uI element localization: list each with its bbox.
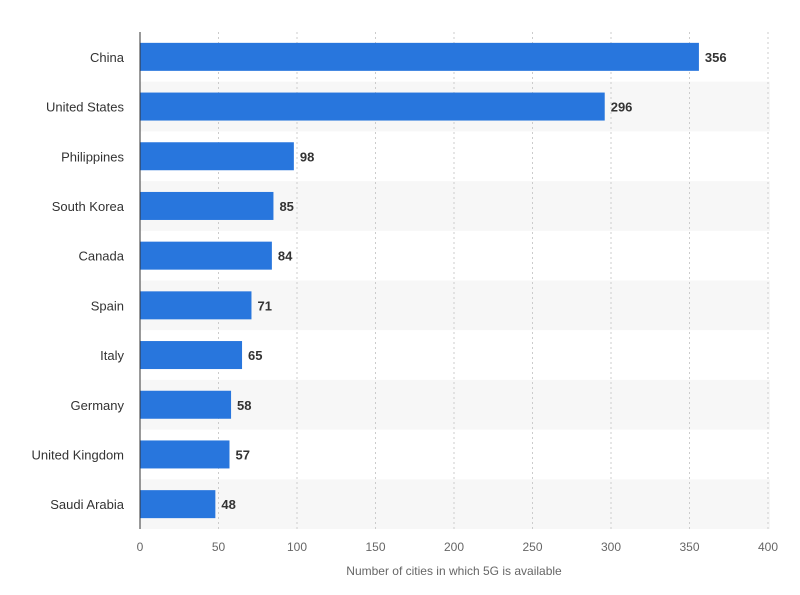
category-label: China xyxy=(90,50,125,65)
bar xyxy=(140,92,605,121)
value-label: 57 xyxy=(235,447,249,462)
row-stripe xyxy=(140,479,770,529)
category-label: Spain xyxy=(91,298,124,313)
category-label: South Korea xyxy=(52,199,125,214)
value-label: 48 xyxy=(221,497,235,512)
bar xyxy=(140,241,272,270)
x-tick-label: 300 xyxy=(601,540,621,554)
bar xyxy=(140,490,216,519)
category-label: Italy xyxy=(100,348,124,363)
value-label: 356 xyxy=(705,50,727,65)
bar xyxy=(140,440,230,469)
bar xyxy=(140,191,274,220)
category-labels: China United States Philippines South Korea… xyxy=(32,50,125,512)
x-tick-label: 0 xyxy=(137,540,144,554)
value-label: 84 xyxy=(278,249,293,264)
bar xyxy=(140,390,232,419)
value-label: 85 xyxy=(279,199,293,214)
category-label: United Kingdom xyxy=(32,447,125,462)
category-label: United States xyxy=(46,100,125,115)
bar xyxy=(140,42,699,71)
value-label: 98 xyxy=(300,149,314,164)
x-tick-label: 100 xyxy=(287,540,307,554)
bars xyxy=(140,42,699,519)
category-label: Saudi Arabia xyxy=(50,497,124,512)
x-tick-label: 150 xyxy=(365,540,385,554)
value-label: 58 xyxy=(237,398,251,413)
x-tick-label: 350 xyxy=(679,540,699,554)
value-label: 65 xyxy=(248,348,262,363)
x-tick-label: 400 xyxy=(758,540,778,554)
value-labels: 356 296 98 85 84 71 65 58 57 48 xyxy=(221,50,726,512)
category-label: Canada xyxy=(78,249,124,264)
row-stripe xyxy=(140,379,770,430)
x-tick-label: 200 xyxy=(444,540,464,554)
value-label: 296 xyxy=(611,100,633,115)
bar xyxy=(140,341,243,370)
x-tick-label: 250 xyxy=(522,540,542,554)
bar xyxy=(140,142,294,171)
category-label: Germany xyxy=(71,398,125,413)
row-stripes xyxy=(140,81,770,529)
x-tick-label: 50 xyxy=(212,540,226,554)
x-axis-title: Number of cities in which 5G is availabl… xyxy=(346,564,562,578)
category-label: Philippines xyxy=(61,149,124,164)
value-label: 71 xyxy=(257,298,271,313)
x-tick-labels: 0 50 100 150 200 250 300 350 400 xyxy=(137,540,779,554)
bar xyxy=(140,291,252,320)
